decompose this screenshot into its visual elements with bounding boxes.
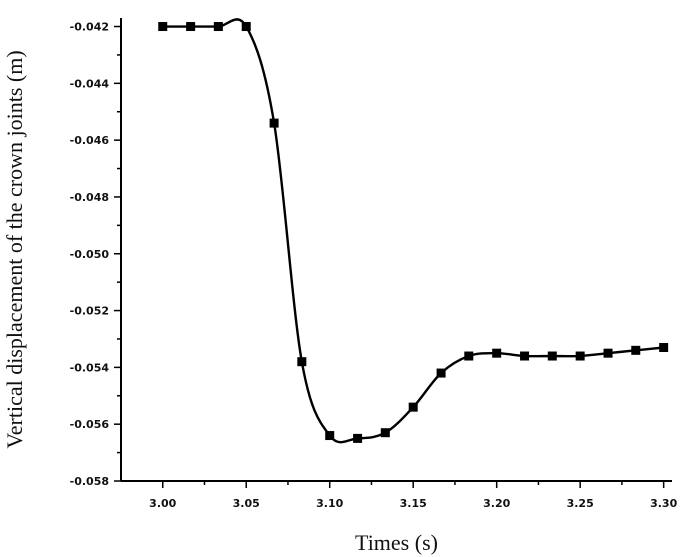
y-axis-title: Vertical displacement of the crown joint… — [2, 50, 27, 448]
x-tick-label: 3.25 — [567, 497, 594, 510]
x-tick-label: 3.20 — [483, 497, 510, 510]
data-point — [241, 22, 251, 32]
data-point — [213, 22, 223, 32]
data-point — [436, 368, 446, 378]
data-point — [325, 431, 335, 441]
axes — [120, 18, 672, 482]
markers — [158, 22, 669, 443]
x-tick-label: 3.30 — [650, 497, 677, 510]
y-tick-label: -0.058 — [70, 475, 109, 488]
data-point — [297, 357, 307, 367]
data-point — [603, 348, 613, 358]
data-point — [492, 348, 502, 358]
data-point — [408, 402, 418, 412]
data-point — [631, 345, 641, 355]
x-tick-label: 3.15 — [400, 497, 427, 510]
y-tick-label: -0.044 — [70, 77, 110, 90]
ticks — [114, 25, 665, 488]
data-point — [659, 342, 669, 352]
data-point — [158, 22, 168, 32]
y-tick-label: -0.042 — [70, 21, 109, 34]
series-line — [161, 18, 665, 444]
data-point — [547, 351, 557, 361]
x-tick-label: 3.00 — [149, 497, 176, 510]
data-point — [353, 433, 363, 443]
y-tick-label: -0.046 — [70, 134, 110, 147]
y-tick-label: -0.050 — [70, 248, 110, 261]
data-point — [520, 351, 530, 361]
y-tick-label: -0.048 — [70, 191, 109, 204]
y-tick-label: -0.054 — [70, 361, 110, 374]
data-point — [186, 22, 196, 32]
tick-labels: 3.00 3.05 3.10 3.15 3.20 3.25 3.30 -0.042 -0.044… — [70, 21, 678, 510]
x-axis-title: Times (s) — [355, 530, 438, 555]
data-point — [575, 351, 585, 361]
x-tick-label: 3.05 — [233, 497, 260, 510]
data-point — [380, 428, 390, 438]
x-tick-label: 3.10 — [316, 497, 343, 510]
data-point — [464, 351, 474, 361]
y-tick-label: -0.056 — [70, 418, 110, 431]
series — [161, 18, 665, 444]
y-tick-label: -0.052 — [70, 305, 109, 318]
data-point — [269, 118, 279, 128]
